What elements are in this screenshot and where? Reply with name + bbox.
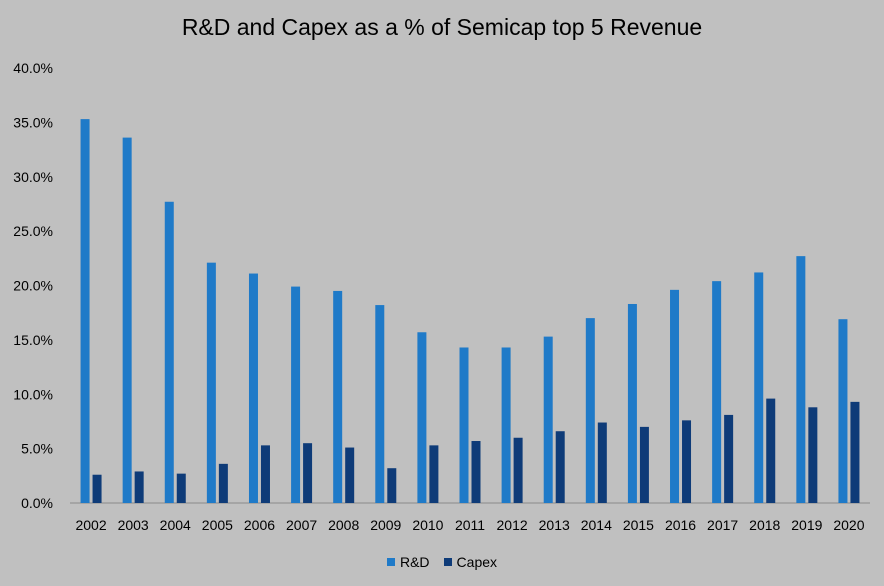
legend-item-rd: R&D [386,554,430,570]
y-tick-label: 15.0% [13,332,53,348]
legend-label-rd: R&D [399,554,430,570]
bar-rd [838,319,848,503]
x-tick-label: 2020 [833,517,864,533]
x-tick-label: 2014 [581,517,612,533]
y-tick-label: 20.0% [13,278,53,294]
bar-capex [555,431,565,503]
x-tick-label: 2007 [286,517,317,533]
x-tick-label: 2002 [75,517,106,533]
bar-rd [712,281,722,503]
x-tick-label: 2016 [665,517,696,533]
legend-swatch-capex [443,558,452,566]
bar-capex [682,420,692,503]
legend-label-capex: Capex [456,554,498,570]
y-tick-label: 0.0% [21,495,53,511]
legend-item-capex: Capex [443,554,498,570]
x-tick-label: 2008 [328,517,359,533]
bar-rd [333,290,343,503]
bar-rd [501,347,511,503]
bar-capex [724,414,734,503]
x-tick-label: 2010 [412,517,443,533]
bar-capex [260,445,270,503]
bar-rd [627,303,637,503]
bar-capex [176,473,186,503]
x-tick-label: 2005 [202,517,233,533]
bar-capex [387,468,397,503]
bar-capex [850,401,860,503]
bar-rd [670,289,680,503]
x-tick-label: 2004 [160,517,191,533]
y-tick-label: 35.0% [13,114,53,130]
chart-title: R&D and Capex as a % of Semicap top 5 Re… [181,14,703,40]
bar-capex [808,407,818,503]
x-tick-label: 2006 [244,517,275,533]
bar-rd [543,336,553,503]
y-tick-label: 25.0% [13,223,53,239]
bar-rd [796,256,806,503]
y-tick-label: 10.0% [13,386,53,402]
x-tick-label: 2009 [370,517,401,533]
bar-capex [513,437,523,503]
bar-rd [80,119,90,504]
legend-swatch-rd [386,558,395,566]
x-tick-label: 2018 [749,517,780,533]
bar-capex [134,471,144,503]
x-tick-label: 2015 [623,517,654,533]
bar-capex [218,463,228,503]
bar-rd [122,137,132,503]
y-tick-label: 5.0% [21,441,53,457]
bar-rd [248,273,258,503]
bar-rd [206,262,216,503]
x-tick-label: 2017 [707,517,738,533]
bar-capex [639,426,649,503]
bar-rd [291,286,301,503]
bar-rd [754,272,764,503]
bar-rd [375,305,385,503]
bar-rd [459,347,469,503]
bar-capex [429,445,439,503]
bar-capex [766,398,776,503]
bar-rd [417,332,427,503]
x-tick-label: 2013 [539,517,570,533]
bar-capex [597,422,607,503]
y-tick-label: 30.0% [13,169,53,185]
y-tick-label: 40.0% [13,60,53,76]
x-tick-label: 2011 [455,517,485,533]
x-tick-label: 2003 [118,517,149,533]
bar-rd [585,318,595,503]
x-tick-label: 2019 [791,517,822,533]
legend: R&D Capex [0,554,884,570]
x-tick-label: 2012 [497,517,528,533]
bar-capex [471,441,481,503]
bar-rd [164,201,174,503]
bar-capex [345,447,355,503]
bar-capex [92,474,102,503]
bar-capex [303,443,313,503]
